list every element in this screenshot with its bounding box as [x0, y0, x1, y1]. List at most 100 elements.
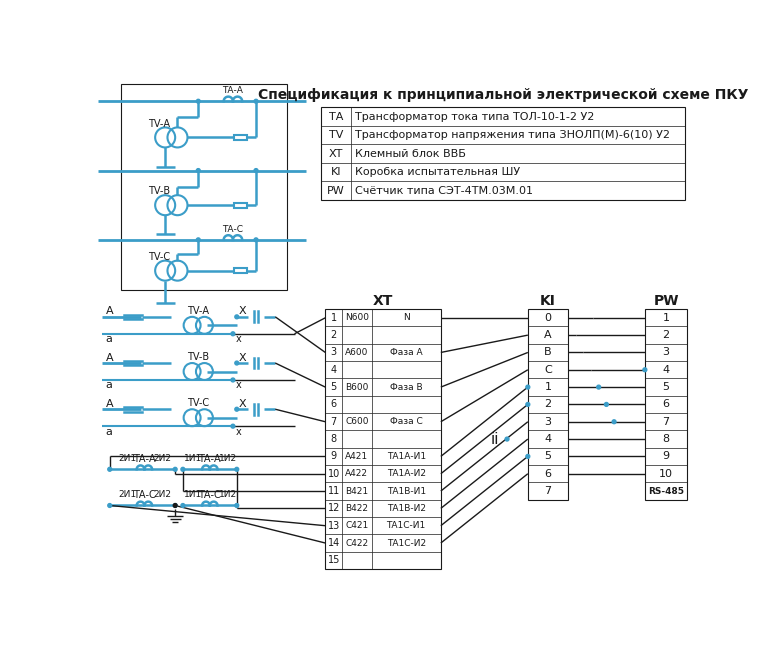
Text: ТА1В-И1: ТА1В-И1 [387, 487, 426, 495]
Text: 4: 4 [331, 365, 336, 374]
Text: ТА-С: ТА-С [223, 224, 243, 234]
Text: 1И2: 1И2 [219, 490, 236, 499]
Bar [322, 108, 685, 200]
Text: 2И1: 2И1 [119, 490, 136, 499]
Text: ТА-А: ТА-А [133, 454, 156, 463]
Text: 7: 7 [330, 417, 337, 427]
Text: ТА1С-И2: ТА1С-И2 [387, 539, 426, 548]
Text: А: А [105, 307, 113, 317]
Text: 6: 6 [544, 469, 551, 479]
Text: PW: PW [653, 294, 679, 309]
Text: C: C [544, 365, 552, 374]
Text: B600: B600 [345, 382, 369, 392]
Text: 0: 0 [544, 313, 551, 323]
Text: ТА1В-И2: ТА1В-И2 [387, 504, 426, 513]
Circle shape [526, 402, 530, 406]
Circle shape [254, 100, 258, 103]
Text: TV-С: TV-С [187, 398, 209, 408]
Circle shape [196, 100, 200, 103]
Text: 2: 2 [330, 330, 337, 340]
Circle shape [108, 503, 112, 507]
Bar [645, 309, 688, 500]
Circle shape [235, 467, 239, 471]
Text: ТА-С: ТА-С [199, 490, 221, 500]
Text: х: х [236, 380, 242, 390]
Text: 12: 12 [327, 503, 340, 513]
Text: ТА: ТА [329, 112, 343, 122]
Text: ХТ: ХТ [373, 294, 393, 309]
Text: х: х [236, 426, 242, 436]
Text: х: х [236, 334, 242, 344]
Text: ТА-С: ТА-С [133, 490, 156, 500]
Text: 3: 3 [331, 347, 336, 357]
Text: N: N [403, 313, 410, 322]
Text: 8: 8 [331, 434, 336, 444]
Text: Фаза А: Фаза А [390, 348, 423, 357]
Text: А: А [105, 399, 113, 409]
Circle shape [254, 169, 258, 173]
Circle shape [231, 378, 235, 382]
Circle shape [196, 169, 200, 173]
Circle shape [604, 402, 608, 406]
Circle shape [235, 361, 239, 365]
Text: 10: 10 [659, 469, 673, 479]
Text: 9: 9 [662, 452, 670, 461]
Text: ТА1С-И1: ТА1С-И1 [387, 521, 426, 530]
Bar [234, 203, 246, 207]
Text: ТА-А: ТА-А [223, 86, 243, 95]
Circle shape [526, 454, 530, 458]
Text: Х: Х [239, 399, 246, 409]
Text: 7: 7 [544, 486, 551, 496]
Bar [234, 135, 246, 139]
Text: Х: Х [239, 353, 246, 363]
Text: TV-С: TV-С [148, 252, 170, 262]
Text: а: а [105, 334, 112, 344]
Circle shape [643, 368, 647, 372]
Text: TV-А: TV-А [148, 119, 170, 129]
Text: 1И2: 1И2 [219, 454, 236, 463]
Text: RS-485: RS-485 [648, 487, 684, 495]
Text: B: B [544, 347, 551, 357]
Text: Х: Х [239, 307, 246, 317]
Text: 4: 4 [544, 434, 551, 444]
Text: 1И1: 1И1 [184, 490, 202, 499]
Circle shape [173, 503, 177, 507]
Text: TV-В: TV-В [148, 187, 170, 197]
Text: 2И1: 2И1 [119, 454, 136, 463]
Circle shape [173, 467, 177, 471]
Bar [528, 309, 568, 500]
Circle shape [231, 332, 235, 336]
Bar [234, 268, 246, 273]
Text: а: а [105, 380, 112, 390]
Text: 6: 6 [331, 400, 336, 410]
Text: KI: KI [331, 167, 341, 177]
Text: C422: C422 [345, 539, 369, 548]
Text: 2И2: 2И2 [153, 454, 171, 463]
Text: 2: 2 [662, 330, 670, 340]
Circle shape [235, 503, 239, 507]
Bar [121, 84, 286, 290]
Text: N600: N600 [345, 313, 369, 322]
Circle shape [235, 315, 239, 319]
Text: B421: B421 [345, 487, 369, 495]
Text: Спецификация к принципиальной электрической схеме ПКУ: Спецификация к принципиальной электричес… [258, 88, 748, 102]
Text: Фаза С: Фаза С [390, 417, 423, 426]
Circle shape [231, 424, 235, 428]
Circle shape [181, 467, 185, 471]
Text: C600: C600 [345, 417, 369, 426]
Text: 10: 10 [328, 469, 340, 479]
Text: C421: C421 [345, 521, 369, 530]
Text: A421: A421 [345, 452, 369, 461]
Text: 5: 5 [662, 382, 670, 392]
Text: 8: 8 [662, 434, 670, 444]
Text: 6: 6 [662, 400, 670, 410]
Text: 5: 5 [330, 382, 337, 392]
Text: TV-В: TV-В [187, 352, 209, 362]
Text: 1: 1 [544, 382, 551, 392]
Text: TV: TV [329, 130, 343, 140]
Text: A600: A600 [345, 348, 369, 357]
Text: 15: 15 [327, 555, 340, 565]
Text: 2: 2 [544, 400, 551, 410]
Text: 9: 9 [331, 452, 336, 461]
Text: 1: 1 [662, 313, 670, 323]
